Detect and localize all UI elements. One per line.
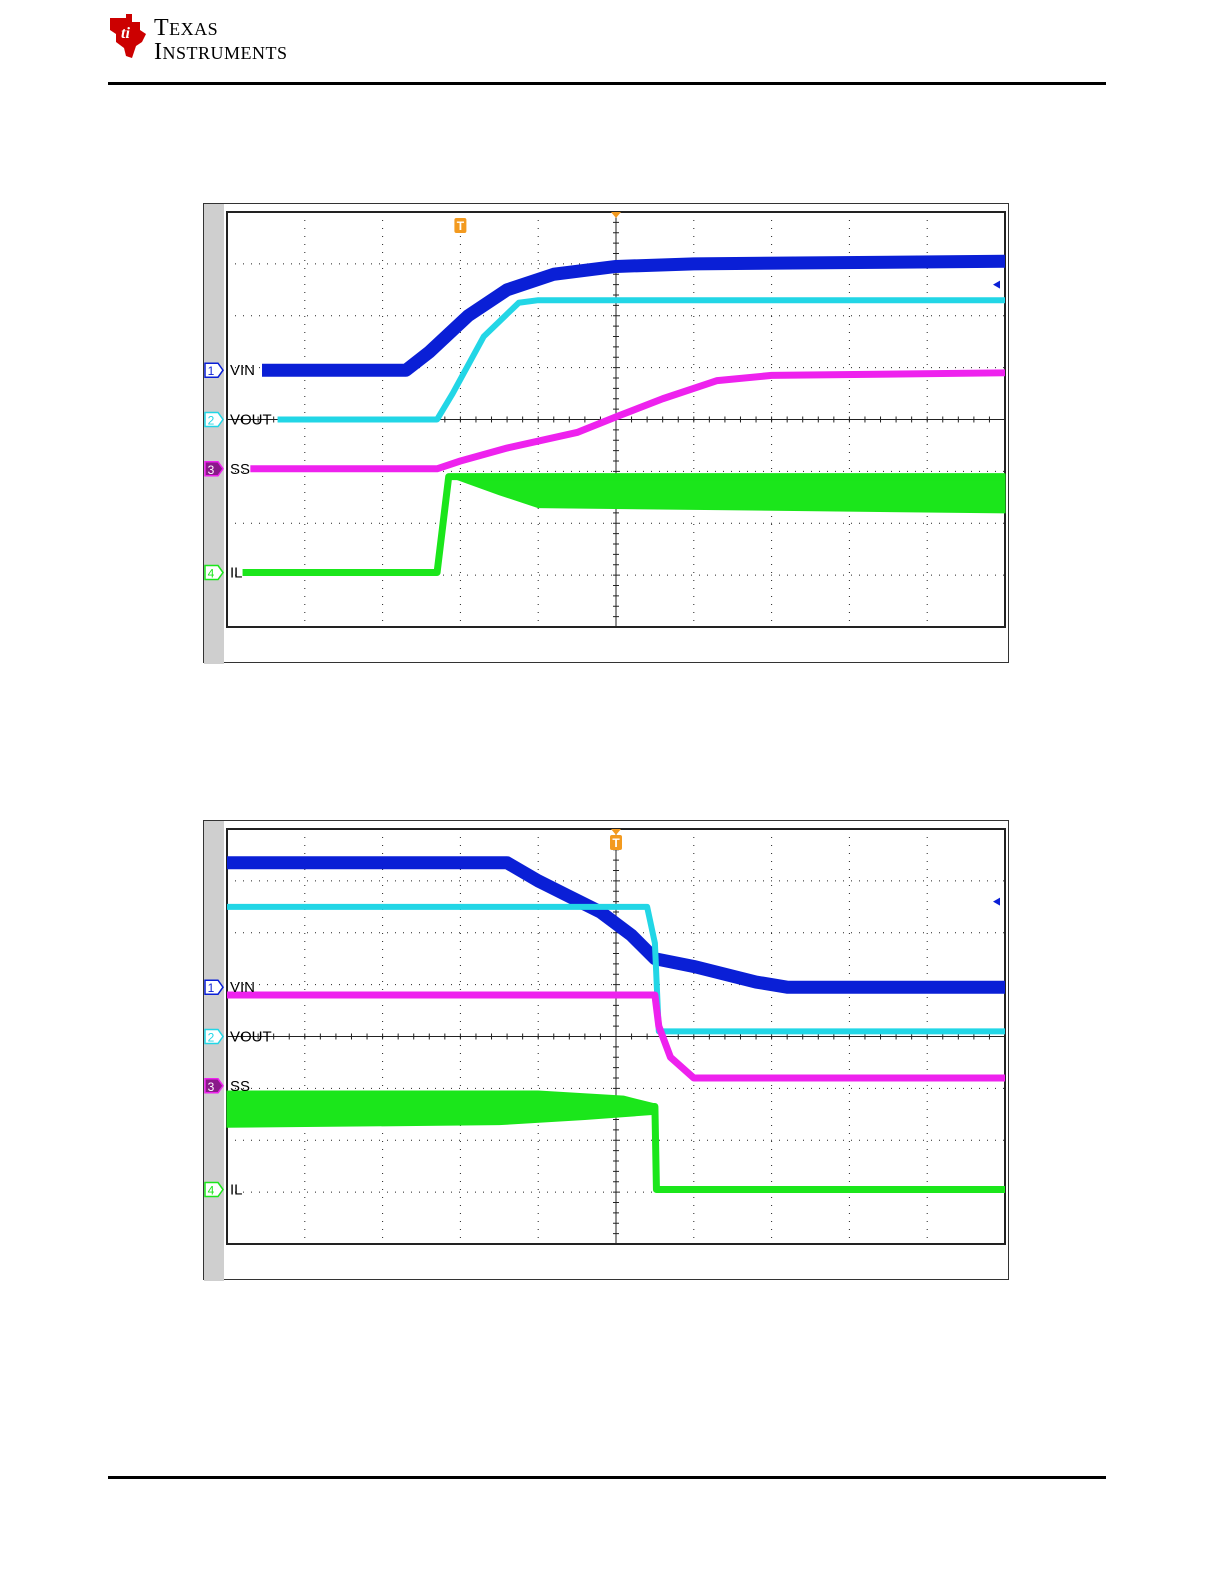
center-caret <box>611 212 621 218</box>
channel-badge <box>204 411 224 428</box>
channel-marker-2: 2 VOUT <box>204 1028 272 1046</box>
trace-il <box>242 473 1005 577</box>
channel-badge <box>204 461 224 477</box>
channel-number: 4 <box>208 1184 215 1198</box>
channel-marker-3: 3 SS <box>204 1078 250 1095</box>
channel-badge <box>204 564 224 581</box>
trigger-badge <box>610 835 622 850</box>
channel-badge <box>204 1181 224 1198</box>
trace-ss <box>250 369 1006 473</box>
channel-number: 4 <box>208 567 215 581</box>
channel-strip <box>204 821 224 1281</box>
level-arrow-icon <box>993 897 1000 906</box>
trace-vin <box>227 856 1005 994</box>
channel-number: 2 <box>208 414 215 428</box>
trace-vin <box>262 254 1006 377</box>
channel-label: VOUT <box>230 412 272 429</box>
channel-label: IL <box>230 1182 243 1199</box>
channel-marker-3: 3 SS <box>204 461 250 478</box>
header-rule <box>108 82 1106 85</box>
trigger-badge <box>454 218 467 233</box>
channel-marker-1: 1 VIN <box>204 362 255 379</box>
channel-label: SS <box>230 1078 250 1095</box>
channel-label: VIN <box>230 362 255 379</box>
channel-number: 1 <box>208 364 215 378</box>
scope-capture-shutdown: 1 VIN 2 VOUT 3 SS 4 IL T <box>203 820 1009 1281</box>
trace-il <box>227 1103 1005 1194</box>
channel-marker-1: 1 VIN <box>204 979 255 996</box>
channel-badge <box>204 979 224 995</box>
channel-marker-2: 2 VOUT <box>204 411 272 429</box>
channel-number: 3 <box>208 463 215 477</box>
trigger-label: T <box>612 836 620 850</box>
channel-badge <box>204 1078 224 1094</box>
channel-label: VOUT <box>230 1029 272 1046</box>
channel-label: SS <box>230 461 250 478</box>
center-caret <box>611 829 621 835</box>
channel-marker-4: 4 IL <box>204 564 243 582</box>
scope-capture-startup: 1 VIN 2 VOUT 3 SS 4 IL T <box>203 203 1009 664</box>
channel-badge <box>204 362 224 378</box>
trace-vout <box>227 903 1005 1035</box>
trace-ss <box>227 991 1005 1082</box>
level-arrow-icon <box>993 280 1000 289</box>
footer-rule <box>108 1476 1106 1479</box>
trigger-marker: T <box>610 835 622 850</box>
ti-logo-icon: ti <box>110 14 146 58</box>
trigger-marker: T <box>454 218 467 233</box>
trace-vout <box>277 297 1005 423</box>
ti-logo: ti TEXAS INSTRUMENTS <box>106 12 306 64</box>
scope-chart-startup: 1 VIN 2 VOUT 3 SS 4 IL T <box>204 204 1006 664</box>
trigger-label: T <box>457 219 465 233</box>
brand-line-2: INSTRUMENTS <box>154 39 288 65</box>
channel-marker-4: 4 IL <box>204 1181 243 1199</box>
brand-line-1: TEXAS <box>154 15 219 41</box>
channel-strip <box>204 204 224 664</box>
channel-label: VIN <box>230 979 255 996</box>
channel-number: 2 <box>208 1031 215 1045</box>
channel-number: 1 <box>208 981 215 995</box>
channel-number: 3 <box>208 1080 215 1094</box>
channel-badge <box>204 1028 224 1045</box>
brand-name: TEXAS INSTRUMENTS <box>154 16 288 64</box>
svg-text:ti: ti <box>121 25 130 42</box>
channel-label: IL <box>230 565 243 582</box>
scope-chart-shutdown: 1 VIN 2 VOUT 3 SS 4 IL T <box>204 821 1006 1281</box>
